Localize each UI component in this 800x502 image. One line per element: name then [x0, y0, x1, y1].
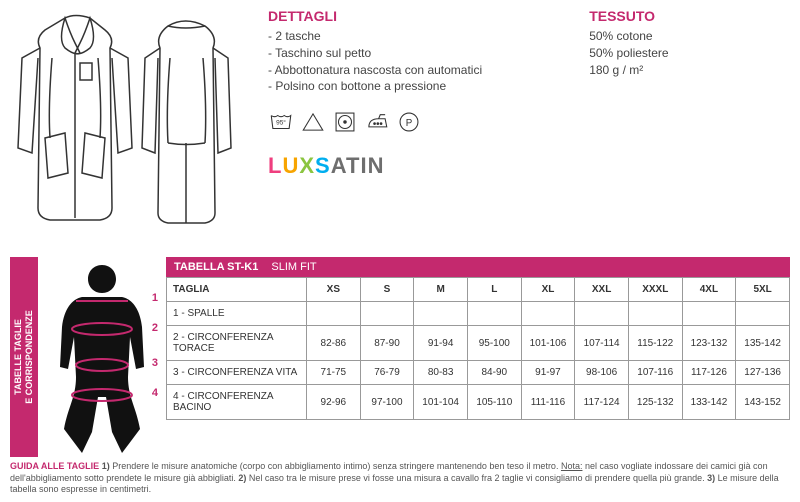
size-cell — [628, 302, 682, 326]
size-cell: 143-152 — [736, 385, 790, 420]
size-cell: 87-90 — [360, 326, 414, 361]
brand-logo: LUXSATIN — [268, 153, 569, 179]
size-cell: 84-90 — [467, 361, 521, 385]
table-row: 1 - SPALLE — [167, 302, 790, 326]
size-header: XXL — [575, 278, 629, 302]
size-guide-text: GUIDA ALLE TAGLIE 1) Prendere le misure … — [0, 457, 800, 502]
svg-text:95°: 95° — [276, 119, 286, 127]
size-header: 4XL — [682, 278, 736, 302]
size-cell: 105-110 — [467, 385, 521, 420]
size-cell: 125-132 — [628, 385, 682, 420]
size-cell: 98-106 — [575, 361, 629, 385]
sidebar-text: TABELLE TAGLIEE CORRISPONDENZE — [13, 310, 35, 404]
size-header: 5XL — [736, 278, 790, 302]
details-heading: DETTAGLI — [268, 8, 569, 24]
info-columns: DETTAGLI - 2 tasche - Taschino sul petto… — [268, 8, 790, 253]
table-title: TABELLA ST-K1 — [174, 261, 258, 273]
size-cell — [736, 302, 790, 326]
body-silhouette: 1 2 3 4 — [42, 257, 162, 457]
size-cell — [575, 302, 629, 326]
tumble-dry-icon — [332, 109, 358, 135]
size-cell: 107-116 — [628, 361, 682, 385]
size-cell: 123-132 — [682, 326, 736, 361]
size-header: XS — [307, 278, 361, 302]
fabric-line: 50% cotone — [589, 28, 790, 45]
size-table-wrap: TABELLA ST-K1 SLIM FIT TAGLIA XS S M L X… — [166, 257, 790, 457]
row-label: 1 - SPALLE — [167, 302, 307, 326]
size-cell — [414, 302, 468, 326]
size-cell: 95-100 — [467, 326, 521, 361]
iron-icon — [364, 109, 390, 135]
size-cell: 97-100 — [360, 385, 414, 420]
size-header: M — [414, 278, 468, 302]
detail-item: - Taschino sul petto — [268, 45, 569, 62]
care-icons-row: 95° P — [268, 109, 569, 135]
dryclean-icon: P — [396, 109, 422, 135]
size-header: S — [360, 278, 414, 302]
garment-sketches — [10, 8, 260, 253]
bleach-icon — [300, 109, 326, 135]
table-row: 3 - CIRCONFERENZA VITA71-7576-7980-8384-… — [167, 361, 790, 385]
fabric-heading: TESSUTO — [589, 8, 790, 24]
svg-text:P: P — [406, 118, 413, 129]
wash-icon: 95° — [268, 109, 294, 135]
table-header-row: TAGLIA XS S M L XL XXL XXXL 4XL 5XL — [167, 278, 790, 302]
row-header-label: TAGLIA — [167, 278, 307, 302]
fabric-block: TESSUTO 50% cotone 50% poliestere 180 g … — [589, 8, 790, 253]
measure-number: 3 — [152, 357, 158, 369]
size-header: L — [467, 278, 521, 302]
size-cell: 76-79 — [360, 361, 414, 385]
coat-sketch — [10, 8, 260, 248]
size-cell: 82-86 — [307, 326, 361, 361]
fabric-line: 180 g / m² — [589, 62, 790, 79]
size-cell — [307, 302, 361, 326]
size-header: XXXL — [628, 278, 682, 302]
size-cell: 91-94 — [414, 326, 468, 361]
measure-number: 4 — [152, 387, 158, 399]
size-cell — [467, 302, 521, 326]
detail-item: - Abbottonatura nascosta con automatici — [268, 62, 569, 79]
size-table: TAGLIA XS S M L XL XXL XXXL 4XL 5XL 1 - … — [166, 277, 790, 420]
size-header: XL — [521, 278, 575, 302]
row-label: 3 - CIRCONFERENZA VITA — [167, 361, 307, 385]
size-cell: 101-104 — [414, 385, 468, 420]
guide-title: GUIDA ALLE TAGLIE — [10, 461, 99, 471]
detail-item: - Polsino con bottone a pressione — [268, 78, 569, 95]
size-cell: 135-142 — [736, 326, 790, 361]
size-cell — [521, 302, 575, 326]
size-cell: 117-124 — [575, 385, 629, 420]
row-label: 2 - CIRCONFERENZA TORACE — [167, 326, 307, 361]
measure-number: 2 — [152, 322, 158, 334]
size-cell: 117-126 — [682, 361, 736, 385]
size-cell — [360, 302, 414, 326]
details-block: DETTAGLI - 2 tasche - Taschino sul petto… — [268, 8, 569, 253]
measure-number: 1 — [152, 292, 158, 304]
table-subtitle: SLIM FIT — [271, 261, 316, 273]
top-section: DETTAGLI - 2 tasche - Taschino sul petto… — [0, 0, 800, 257]
lower-section: TABELLE TAGLIEE CORRISPONDENZE 1 2 3 4 T… — [0, 257, 800, 457]
table-row: 4 - CIRCONFERENZA BACINO92-9697-100101-1… — [167, 385, 790, 420]
fabric-line: 50% poliestere — [589, 45, 790, 62]
size-cell: 115-122 — [628, 326, 682, 361]
table-title-bar: TABELLA ST-K1 SLIM FIT — [166, 257, 790, 277]
table-row: 2 - CIRCONFERENZA TORACE82-8687-9091-949… — [167, 326, 790, 361]
size-cell: 80-83 — [414, 361, 468, 385]
sidebar-label: TABELLE TAGLIEE CORRISPONDENZE — [10, 257, 38, 457]
size-cell: 111-116 — [521, 385, 575, 420]
size-cell: 107-114 — [575, 326, 629, 361]
size-cell: 133-142 — [682, 385, 736, 420]
size-cell: 71-75 — [307, 361, 361, 385]
size-cell: 101-106 — [521, 326, 575, 361]
size-cell — [682, 302, 736, 326]
row-label: 4 - CIRCONFERENZA BACINO — [167, 385, 307, 420]
detail-item: - 2 tasche — [268, 28, 569, 45]
size-cell: 127-136 — [736, 361, 790, 385]
size-cell: 92-96 — [307, 385, 361, 420]
size-cell: 91-97 — [521, 361, 575, 385]
